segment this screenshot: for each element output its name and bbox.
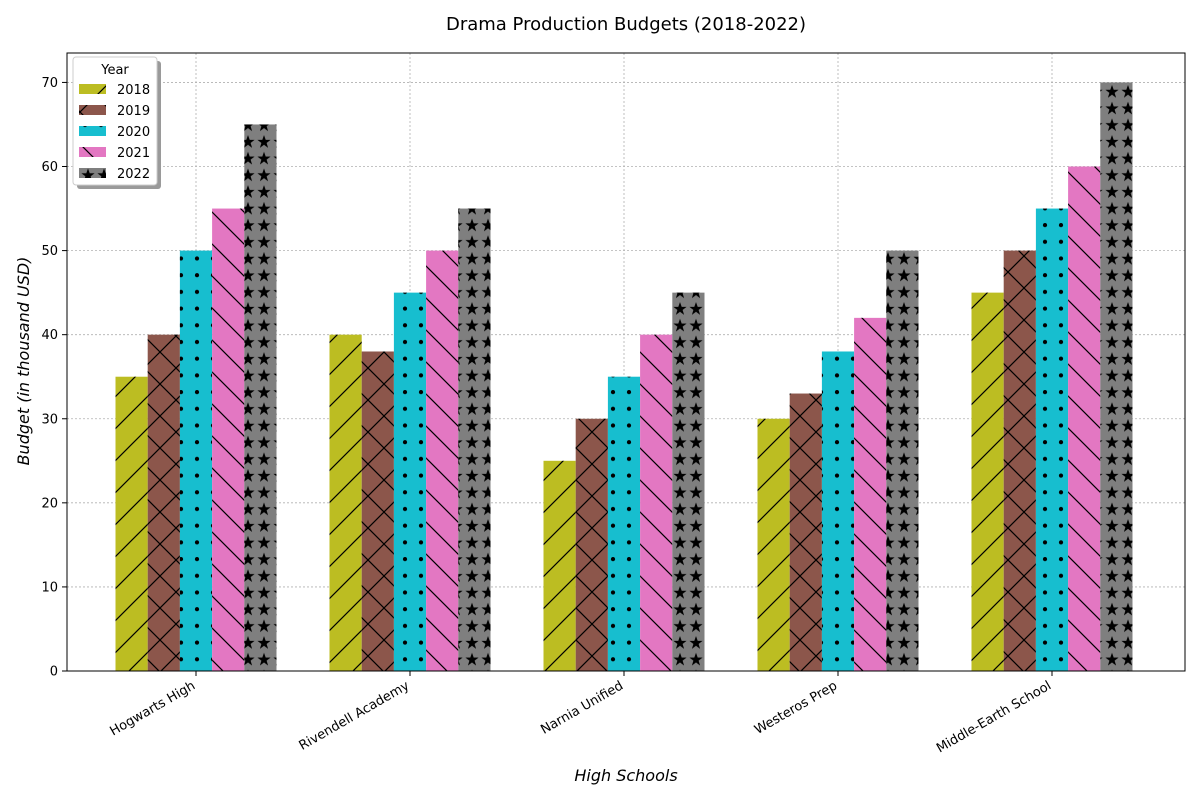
- y-tick-label: 10: [41, 580, 58, 595]
- legend-swatch-hatch-2018: [79, 84, 106, 94]
- bar-hatch-2022-2: [672, 292, 705, 671]
- bar-hatch-2019-3: [789, 393, 822, 671]
- x-axis-label: High Schools: [574, 766, 677, 785]
- bar-hatch-2019-4: [1003, 250, 1036, 671]
- chart-title: Drama Production Budgets (2018-2022): [446, 14, 806, 35]
- legend-entries: 2018 2019 2020 2021 2022: [79, 83, 150, 182]
- legend-label-2022: 2022: [117, 167, 150, 182]
- y-tick-label: 70: [41, 76, 58, 91]
- bar-hatch-2020-2: [607, 376, 641, 671]
- plot-frame: [66, 52, 1186, 672]
- x-tick-label: Rivendell Academy: [297, 678, 413, 753]
- axes: [62, 52, 1186, 676]
- y-tick-label: 20: [41, 496, 58, 511]
- bar-hatch-2022-4: [1100, 82, 1133, 671]
- y-tick-label: 60: [41, 160, 58, 175]
- bars-group: [115, 82, 1133, 672]
- legend-label-2020: 2020: [117, 125, 150, 140]
- x-tick-label: Narnia Unified: [538, 678, 626, 737]
- bar-hatch-2019-1: [361, 351, 394, 671]
- legend-label-2019: 2019: [117, 104, 150, 119]
- bar-hatch-2018-2: [543, 460, 576, 671]
- bar-hatch-2018-0: [115, 376, 148, 671]
- bar-hatch-2021-2: [640, 334, 673, 671]
- legend-swatch-hatch-2019: [79, 105, 106, 115]
- y-tick-label: 30: [41, 412, 58, 427]
- bar-hatch-2020-1: [393, 292, 427, 671]
- y-axis-label: Budget (in thousand USD): [14, 257, 33, 466]
- bar-hatch-2022-3: [886, 250, 919, 671]
- x-tick-labels: Hogwarts High Rivendell Academy Narnia Uni…: [108, 678, 1054, 756]
- y-tick-label: 50: [41, 244, 58, 259]
- bar-hatch-2022-1: [458, 208, 491, 671]
- legend-title: Year: [100, 63, 129, 78]
- legend-swatch-hatch-2020: [79, 126, 106, 136]
- legend-label-2021: 2021: [117, 146, 150, 161]
- bar-hatch-2018-4: [971, 292, 1004, 671]
- bar-hatch-2019-0: [147, 334, 180, 671]
- y-tick-labels: 0 10 20 30 40 50 60 70: [41, 76, 58, 680]
- bar-hatch-2018-1: [329, 334, 362, 671]
- legend-swatch-hatch-2022: [79, 168, 106, 178]
- bar-hatch-2021-1: [426, 250, 459, 671]
- y-tick-label: 40: [41, 328, 58, 343]
- legend: Year 2018 2019 2020 2021 2022: [72, 56, 161, 189]
- bar-hatch-2020-4: [1035, 208, 1069, 671]
- y-tick-label: 0: [50, 665, 58, 680]
- x-tick-label: Hogwarts High: [108, 678, 198, 739]
- bar-hatch-2020-3: [821, 351, 855, 671]
- bar-hatch-2021-0: [212, 208, 245, 671]
- bar-hatch-2021-3: [854, 317, 887, 671]
- bar-hatch-2020-0: [179, 250, 213, 671]
- bar-hatch-2021-4: [1068, 166, 1101, 672]
- x-tick-label: Westeros Prep: [752, 678, 840, 737]
- legend-swatch-hatch-2021: [79, 147, 106, 157]
- legend-label-2018: 2018: [117, 83, 150, 98]
- bar-hatch-2018-3: [757, 418, 790, 671]
- bar-hatch-2022-0: [244, 124, 277, 672]
- bar-hatch-2019-2: [575, 418, 608, 671]
- x-tick-label: Middle-Earth School: [934, 678, 1054, 756]
